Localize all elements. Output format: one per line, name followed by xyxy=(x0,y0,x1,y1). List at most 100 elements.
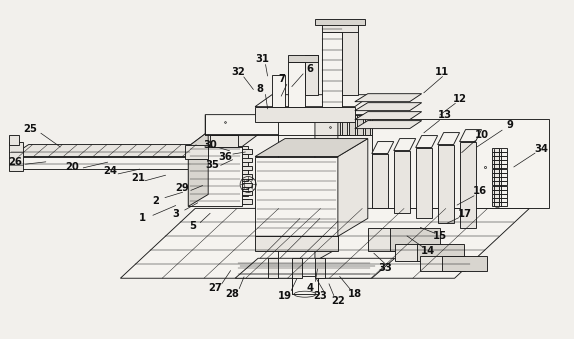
Polygon shape xyxy=(499,164,507,168)
Polygon shape xyxy=(499,173,507,177)
Polygon shape xyxy=(288,62,305,107)
Polygon shape xyxy=(342,25,358,95)
Polygon shape xyxy=(255,236,338,251)
Text: 17: 17 xyxy=(457,210,472,219)
Polygon shape xyxy=(292,276,318,294)
Polygon shape xyxy=(499,177,507,181)
Polygon shape xyxy=(417,244,464,261)
Polygon shape xyxy=(311,115,316,135)
Text: 35: 35 xyxy=(205,160,219,170)
Text: 1: 1 xyxy=(139,213,146,223)
Text: 8: 8 xyxy=(257,84,263,94)
Polygon shape xyxy=(334,115,340,135)
Text: 6: 6 xyxy=(307,64,313,74)
Polygon shape xyxy=(499,190,507,194)
Polygon shape xyxy=(210,135,238,146)
Polygon shape xyxy=(394,139,416,151)
Text: 29: 29 xyxy=(176,183,189,194)
Polygon shape xyxy=(437,144,453,223)
Polygon shape xyxy=(395,244,441,261)
Polygon shape xyxy=(255,107,355,122)
Polygon shape xyxy=(355,112,422,120)
Polygon shape xyxy=(242,146,248,151)
Polygon shape xyxy=(11,157,190,168)
Polygon shape xyxy=(288,115,293,135)
Polygon shape xyxy=(278,122,315,261)
Polygon shape xyxy=(255,139,368,157)
Polygon shape xyxy=(350,115,355,135)
Polygon shape xyxy=(255,157,338,236)
Text: 15: 15 xyxy=(433,231,447,241)
Polygon shape xyxy=(188,146,242,206)
Polygon shape xyxy=(121,208,529,278)
Polygon shape xyxy=(355,103,422,111)
Text: 26: 26 xyxy=(9,157,22,166)
Polygon shape xyxy=(491,202,499,206)
Polygon shape xyxy=(235,258,395,278)
Text: 7: 7 xyxy=(278,74,285,84)
Text: 21: 21 xyxy=(131,174,145,183)
Polygon shape xyxy=(242,183,252,187)
Polygon shape xyxy=(420,256,464,271)
Polygon shape xyxy=(491,190,499,194)
Text: 33: 33 xyxy=(378,263,391,273)
Polygon shape xyxy=(292,258,302,278)
Polygon shape xyxy=(242,176,248,181)
Polygon shape xyxy=(499,185,507,190)
Polygon shape xyxy=(437,133,460,144)
Polygon shape xyxy=(285,115,372,135)
Polygon shape xyxy=(272,75,285,107)
Text: 16: 16 xyxy=(472,186,487,196)
Polygon shape xyxy=(499,152,507,156)
Polygon shape xyxy=(315,258,325,278)
Polygon shape xyxy=(499,198,507,202)
Polygon shape xyxy=(242,174,252,179)
Text: 20: 20 xyxy=(65,161,79,172)
Polygon shape xyxy=(368,228,418,251)
Polygon shape xyxy=(11,144,208,157)
Polygon shape xyxy=(499,156,507,160)
Polygon shape xyxy=(394,151,410,213)
Text: 24: 24 xyxy=(103,166,118,177)
Polygon shape xyxy=(242,169,248,174)
Text: 23: 23 xyxy=(313,291,327,301)
Polygon shape xyxy=(322,32,342,107)
Polygon shape xyxy=(242,154,248,159)
Polygon shape xyxy=(242,166,252,171)
Polygon shape xyxy=(499,181,507,185)
Polygon shape xyxy=(242,161,248,166)
Polygon shape xyxy=(491,156,499,160)
Polygon shape xyxy=(319,115,324,135)
Text: 22: 22 xyxy=(331,296,345,306)
Polygon shape xyxy=(355,94,422,102)
Text: 10: 10 xyxy=(475,129,488,140)
Polygon shape xyxy=(491,164,499,168)
Polygon shape xyxy=(372,154,388,208)
Polygon shape xyxy=(305,55,318,95)
Polygon shape xyxy=(416,147,432,218)
Text: 19: 19 xyxy=(278,291,292,301)
Text: 32: 32 xyxy=(231,67,245,77)
Polygon shape xyxy=(372,142,394,154)
Polygon shape xyxy=(499,160,507,164)
Polygon shape xyxy=(491,173,499,177)
Text: 31: 31 xyxy=(255,54,269,64)
Polygon shape xyxy=(242,199,252,204)
Polygon shape xyxy=(355,121,422,128)
Polygon shape xyxy=(499,169,507,173)
Text: 25: 25 xyxy=(24,124,37,134)
Text: 18: 18 xyxy=(348,289,362,299)
Polygon shape xyxy=(491,181,499,185)
Polygon shape xyxy=(327,115,332,135)
Polygon shape xyxy=(296,115,301,135)
Polygon shape xyxy=(188,132,208,206)
Polygon shape xyxy=(205,115,372,135)
Text: 34: 34 xyxy=(534,143,548,154)
Polygon shape xyxy=(338,139,368,236)
Polygon shape xyxy=(441,256,487,271)
Polygon shape xyxy=(242,192,248,196)
Polygon shape xyxy=(390,228,440,251)
Polygon shape xyxy=(268,258,278,278)
Polygon shape xyxy=(242,199,248,204)
Polygon shape xyxy=(491,169,499,173)
